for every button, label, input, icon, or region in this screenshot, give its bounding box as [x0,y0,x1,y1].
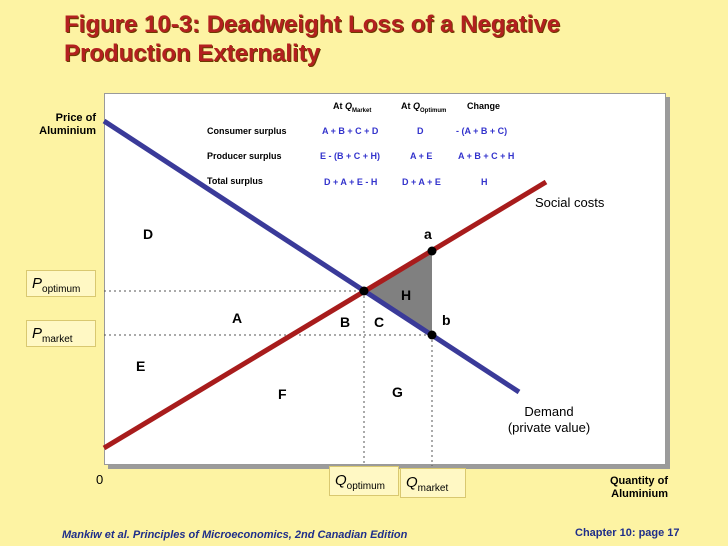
region-g-label: G [392,384,403,400]
x-axis-label-line-1: Quantity of [609,475,668,487]
header-optimum-prefix: At [401,101,413,111]
region-e-label: E [136,358,146,374]
header-at-q-optimum: At QOptimum [401,101,446,114]
region-d-label: D [143,226,154,242]
header-optimum-q: Q [413,101,421,111]
region-b-label: B [340,314,351,330]
y-axis-label-line-2: Aluminium [39,125,96,137]
title-line-2: Production Externality [64,40,321,67]
q-market-q: Q [406,474,418,491]
cell-consumer-optimum: D [417,126,424,136]
point-a-marker [427,246,437,256]
deadweight-loss-triangle [364,251,432,335]
header-market-sub: Market [352,107,372,114]
y-axis-label: Price of Aluminium [24,112,96,138]
social-costs-curve [102,179,548,451]
cell-total-market: D + A + E - H [324,177,378,187]
p-market-sub: market [42,334,73,345]
x-axis-label-line-2: Aluminium [611,488,668,500]
point-b-label: b [442,312,451,328]
cell-producer-change: A + B + C + H [458,151,515,161]
cell-producer-optimum: A + E [410,151,433,161]
region-h-label: H [401,287,412,303]
demand-curve [102,118,521,395]
q-market-label: Qmarket [400,468,466,498]
p-market-label: Pmarket [26,320,96,347]
point-b-marker [427,330,437,340]
header-at-q-market: At QMarket [333,101,371,114]
demand-label-line-1: Demand [524,404,574,419]
region-a-label: A [232,310,243,326]
y-axis-label-line-1: Price of [55,112,96,124]
footer-page-number: Chapter 10: page 17 [575,527,680,539]
equilibrium-optimum-marker [359,286,369,296]
cell-consumer-market: A + B + C + D [322,126,379,136]
p-optimum-p: P [32,275,43,292]
region-c-label: C [374,314,385,330]
q-optimum-sub: optimum [346,481,386,492]
q-optimum-label: Qoptimum [329,466,399,496]
title-line-1: Figure 10-3: Deadweight Loss of a Negati… [64,11,561,38]
row-label-consumer-surplus: Consumer surplus [207,126,287,136]
cell-total-change: H [481,177,488,187]
row-label-total-surplus: Total surplus [207,176,263,186]
p-optimum-sub: optimum [42,284,81,295]
region-f-label: F [278,386,287,402]
q-optimum-q: Q [335,472,347,489]
footer-citation: Mankiw et al. Principles of Microeconomi… [62,529,408,541]
q-market-sub: market [417,483,449,494]
cell-producer-market: E - (B + C + H) [320,151,381,161]
p-optimum-label: Poptimum [26,270,96,297]
header-market-q: Q [345,101,353,111]
header-market-prefix: At [333,101,345,111]
cell-consumer-change: - (A + B + C) [456,126,508,136]
demand-label-line-2: (private value) [507,420,591,435]
p-market-p: P [32,325,43,342]
demand-label: Demand (private value) [494,404,604,436]
origin-label: 0 [96,472,104,487]
cell-total-optimum: D + A + E [402,177,441,187]
header-optimum-sub: Optimum [420,107,447,114]
row-label-producer-surplus: Producer surplus [207,151,282,161]
x-axis-label: Quantity of Aluminium [590,475,668,501]
point-a-label: a [424,226,432,242]
page-title: Figure 10-3: Deadweight Loss of a Negati… [64,10,560,68]
social-costs-label: Social costs [535,195,605,210]
header-change: Change [467,101,501,111]
